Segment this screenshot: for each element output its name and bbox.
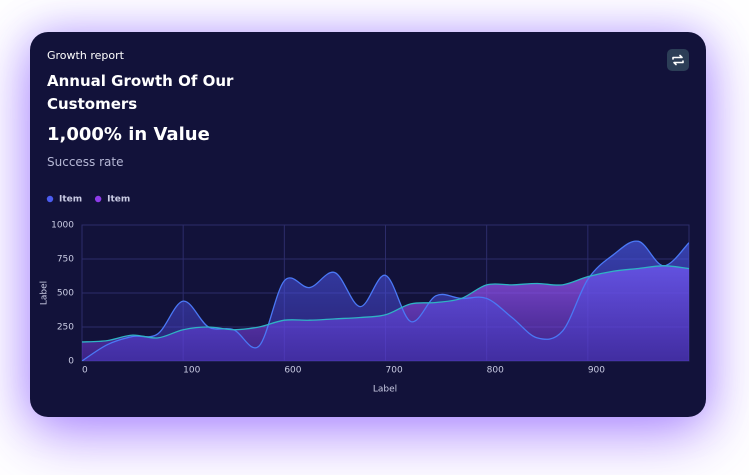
x-tick-label: 900 (588, 366, 605, 376)
title: Annual Growth Of Our Customers (47, 72, 234, 113)
x-tick-label: 0 (82, 366, 88, 376)
legend-label: Item (107, 195, 130, 205)
area (82, 241, 689, 361)
y-axis-label: Label (40, 281, 50, 305)
legend-label: Item (59, 195, 82, 205)
x-tick-label: 600 (284, 366, 301, 376)
legend-swatch (94, 195, 102, 203)
line (82, 240, 689, 361)
subtitle: Success rate (47, 155, 124, 169)
eyebrow: Growth report (47, 49, 124, 62)
headline: 1,000% in Value (47, 124, 210, 145)
refresh-icon (672, 54, 684, 66)
refresh-button[interactable] (667, 49, 689, 71)
x-axis-label: Label (373, 385, 397, 395)
y-tick-label: 0 (68, 357, 74, 367)
line (82, 265, 689, 343)
y-tick-label: 500 (57, 289, 74, 299)
y-tick-label: 250 (57, 323, 74, 333)
x-tick-label: 100 (183, 366, 200, 376)
legend-swatch (46, 195, 54, 203)
y-tick-label: 1000 (51, 221, 74, 231)
y-tick-label: 750 (57, 255, 74, 265)
x-tick-label: 800 (487, 366, 504, 376)
x-tick-label: 700 (386, 366, 403, 376)
